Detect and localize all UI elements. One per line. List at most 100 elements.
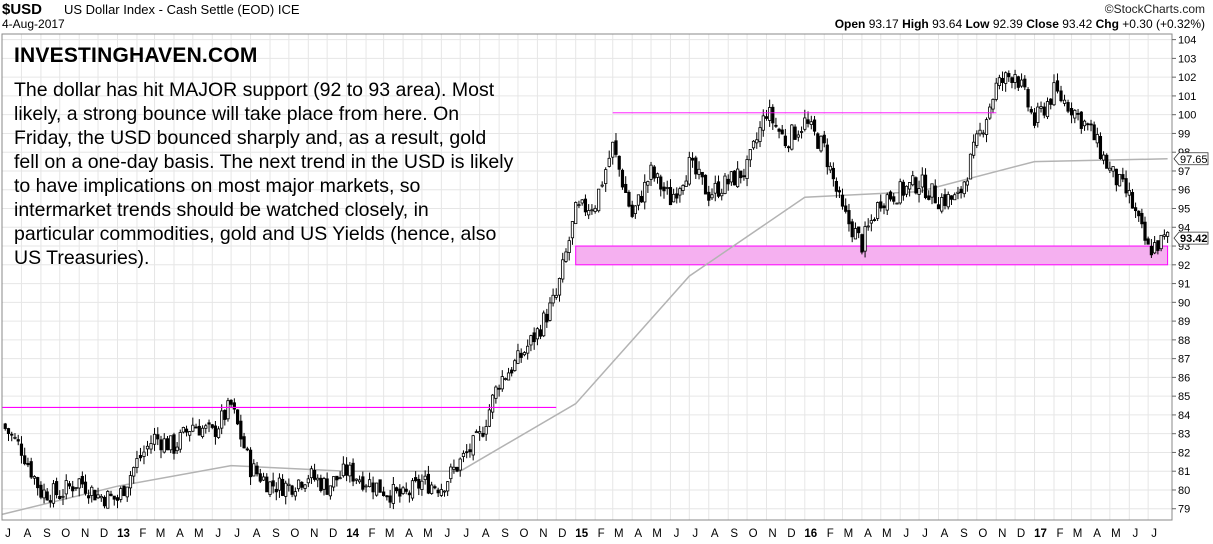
candle-body xyxy=(255,465,259,475)
candle-body xyxy=(500,376,504,390)
candle-body xyxy=(1000,78,1005,83)
candle-body xyxy=(783,135,787,147)
candle-body xyxy=(341,463,345,477)
candle-body xyxy=(99,495,103,499)
candle-body xyxy=(825,144,829,168)
candle-body xyxy=(529,335,533,346)
candle-body xyxy=(452,466,456,470)
candle-body xyxy=(503,378,508,380)
candle-body xyxy=(497,387,501,390)
candle-body xyxy=(388,495,392,503)
candle-body xyxy=(904,185,909,195)
candle-body xyxy=(548,302,552,321)
candle-body xyxy=(484,426,488,435)
resistance-lines xyxy=(2,112,997,409)
candle-body xyxy=(61,495,65,498)
candle-body xyxy=(611,141,615,158)
candle-body xyxy=(125,486,129,498)
candle-body xyxy=(583,198,588,213)
candle-body xyxy=(316,477,320,481)
candle-body xyxy=(1156,240,1160,251)
candle-body xyxy=(306,478,310,484)
candle-body xyxy=(335,475,339,481)
chg-label: Chg xyxy=(1095,17,1119,31)
candle-body xyxy=(640,195,644,203)
candle-body xyxy=(570,221,575,239)
candle-body xyxy=(707,191,711,201)
x-tick-label: A xyxy=(176,528,184,540)
candle-body xyxy=(911,175,915,186)
y-tick-label: 94 xyxy=(1178,222,1190,234)
x-tick-label: A xyxy=(482,528,490,540)
candle-body xyxy=(407,492,411,496)
candle-body xyxy=(662,186,666,192)
candle-body xyxy=(554,294,558,298)
candle-body xyxy=(417,478,421,489)
candle-body xyxy=(885,194,889,211)
x-tick-label: F xyxy=(139,528,146,540)
x-tick-label: M xyxy=(194,528,204,540)
candle-body xyxy=(338,477,342,480)
candle-body xyxy=(786,146,791,149)
candle-body xyxy=(700,171,704,178)
x-tick-label: N xyxy=(998,528,1006,540)
candle-body xyxy=(213,425,218,437)
candle-body xyxy=(819,135,823,152)
x-tick-label: A xyxy=(711,528,719,540)
candle-body xyxy=(580,199,584,204)
candle-body xyxy=(248,449,253,478)
candle-body xyxy=(816,133,820,149)
candle-body xyxy=(1121,174,1125,180)
x-axis: J A S O N D 13 F M A M J J A S O N D 14 F M A M J J A S O N D 15 F M A M J J… xyxy=(5,528,1157,540)
candle-body xyxy=(879,201,883,209)
candle-body xyxy=(567,240,571,253)
high-value: 93.64 xyxy=(932,17,963,31)
candle-body xyxy=(516,350,520,364)
candle-body xyxy=(914,177,918,194)
y-tick-label: 95 xyxy=(1178,204,1190,216)
candle-body xyxy=(10,433,14,436)
candle-body xyxy=(332,476,336,488)
candle-body xyxy=(23,455,27,465)
candle-body xyxy=(385,495,389,498)
candle-body xyxy=(382,491,386,497)
x-tick-label: A xyxy=(634,528,642,540)
candle-body xyxy=(557,278,562,296)
y-tick-label: 102 xyxy=(1178,72,1196,84)
candle-body xyxy=(742,175,746,178)
candle-body xyxy=(194,426,198,429)
x-tick-label: N xyxy=(768,528,776,540)
candle-body xyxy=(777,128,781,132)
candle-body xyxy=(510,369,514,374)
candle-body xyxy=(1039,106,1043,109)
candle-body xyxy=(290,485,294,495)
candle-body xyxy=(235,409,240,425)
y-tick-label: 85 xyxy=(1178,391,1190,403)
y-tick-label: 101 xyxy=(1178,91,1196,103)
candle-body xyxy=(933,185,937,204)
candle-body xyxy=(574,202,578,225)
candle-body xyxy=(169,435,173,451)
candle-body xyxy=(145,445,150,450)
x-tick-label: F xyxy=(827,528,834,540)
x-tick-label: A xyxy=(1093,528,1101,540)
candle-body xyxy=(684,180,688,187)
x-tick-label: A xyxy=(405,528,413,540)
candle-body xyxy=(729,171,733,183)
candle-body xyxy=(627,191,631,207)
candle-body xyxy=(972,141,976,156)
candle-body xyxy=(984,119,989,135)
x-tick-label: F xyxy=(369,528,376,540)
x-tick-label: S xyxy=(960,528,968,540)
candle-body xyxy=(280,478,285,496)
candles xyxy=(3,69,1170,510)
open-value: 93.17 xyxy=(868,17,899,31)
candle-body xyxy=(607,157,611,167)
candle-body xyxy=(119,488,123,500)
y-tick-label: 89 xyxy=(1178,316,1190,328)
candle-body xyxy=(643,181,647,203)
candle-body xyxy=(423,475,427,480)
candle-body xyxy=(364,485,368,488)
candle-body xyxy=(122,485,126,496)
candle-body xyxy=(165,438,170,451)
